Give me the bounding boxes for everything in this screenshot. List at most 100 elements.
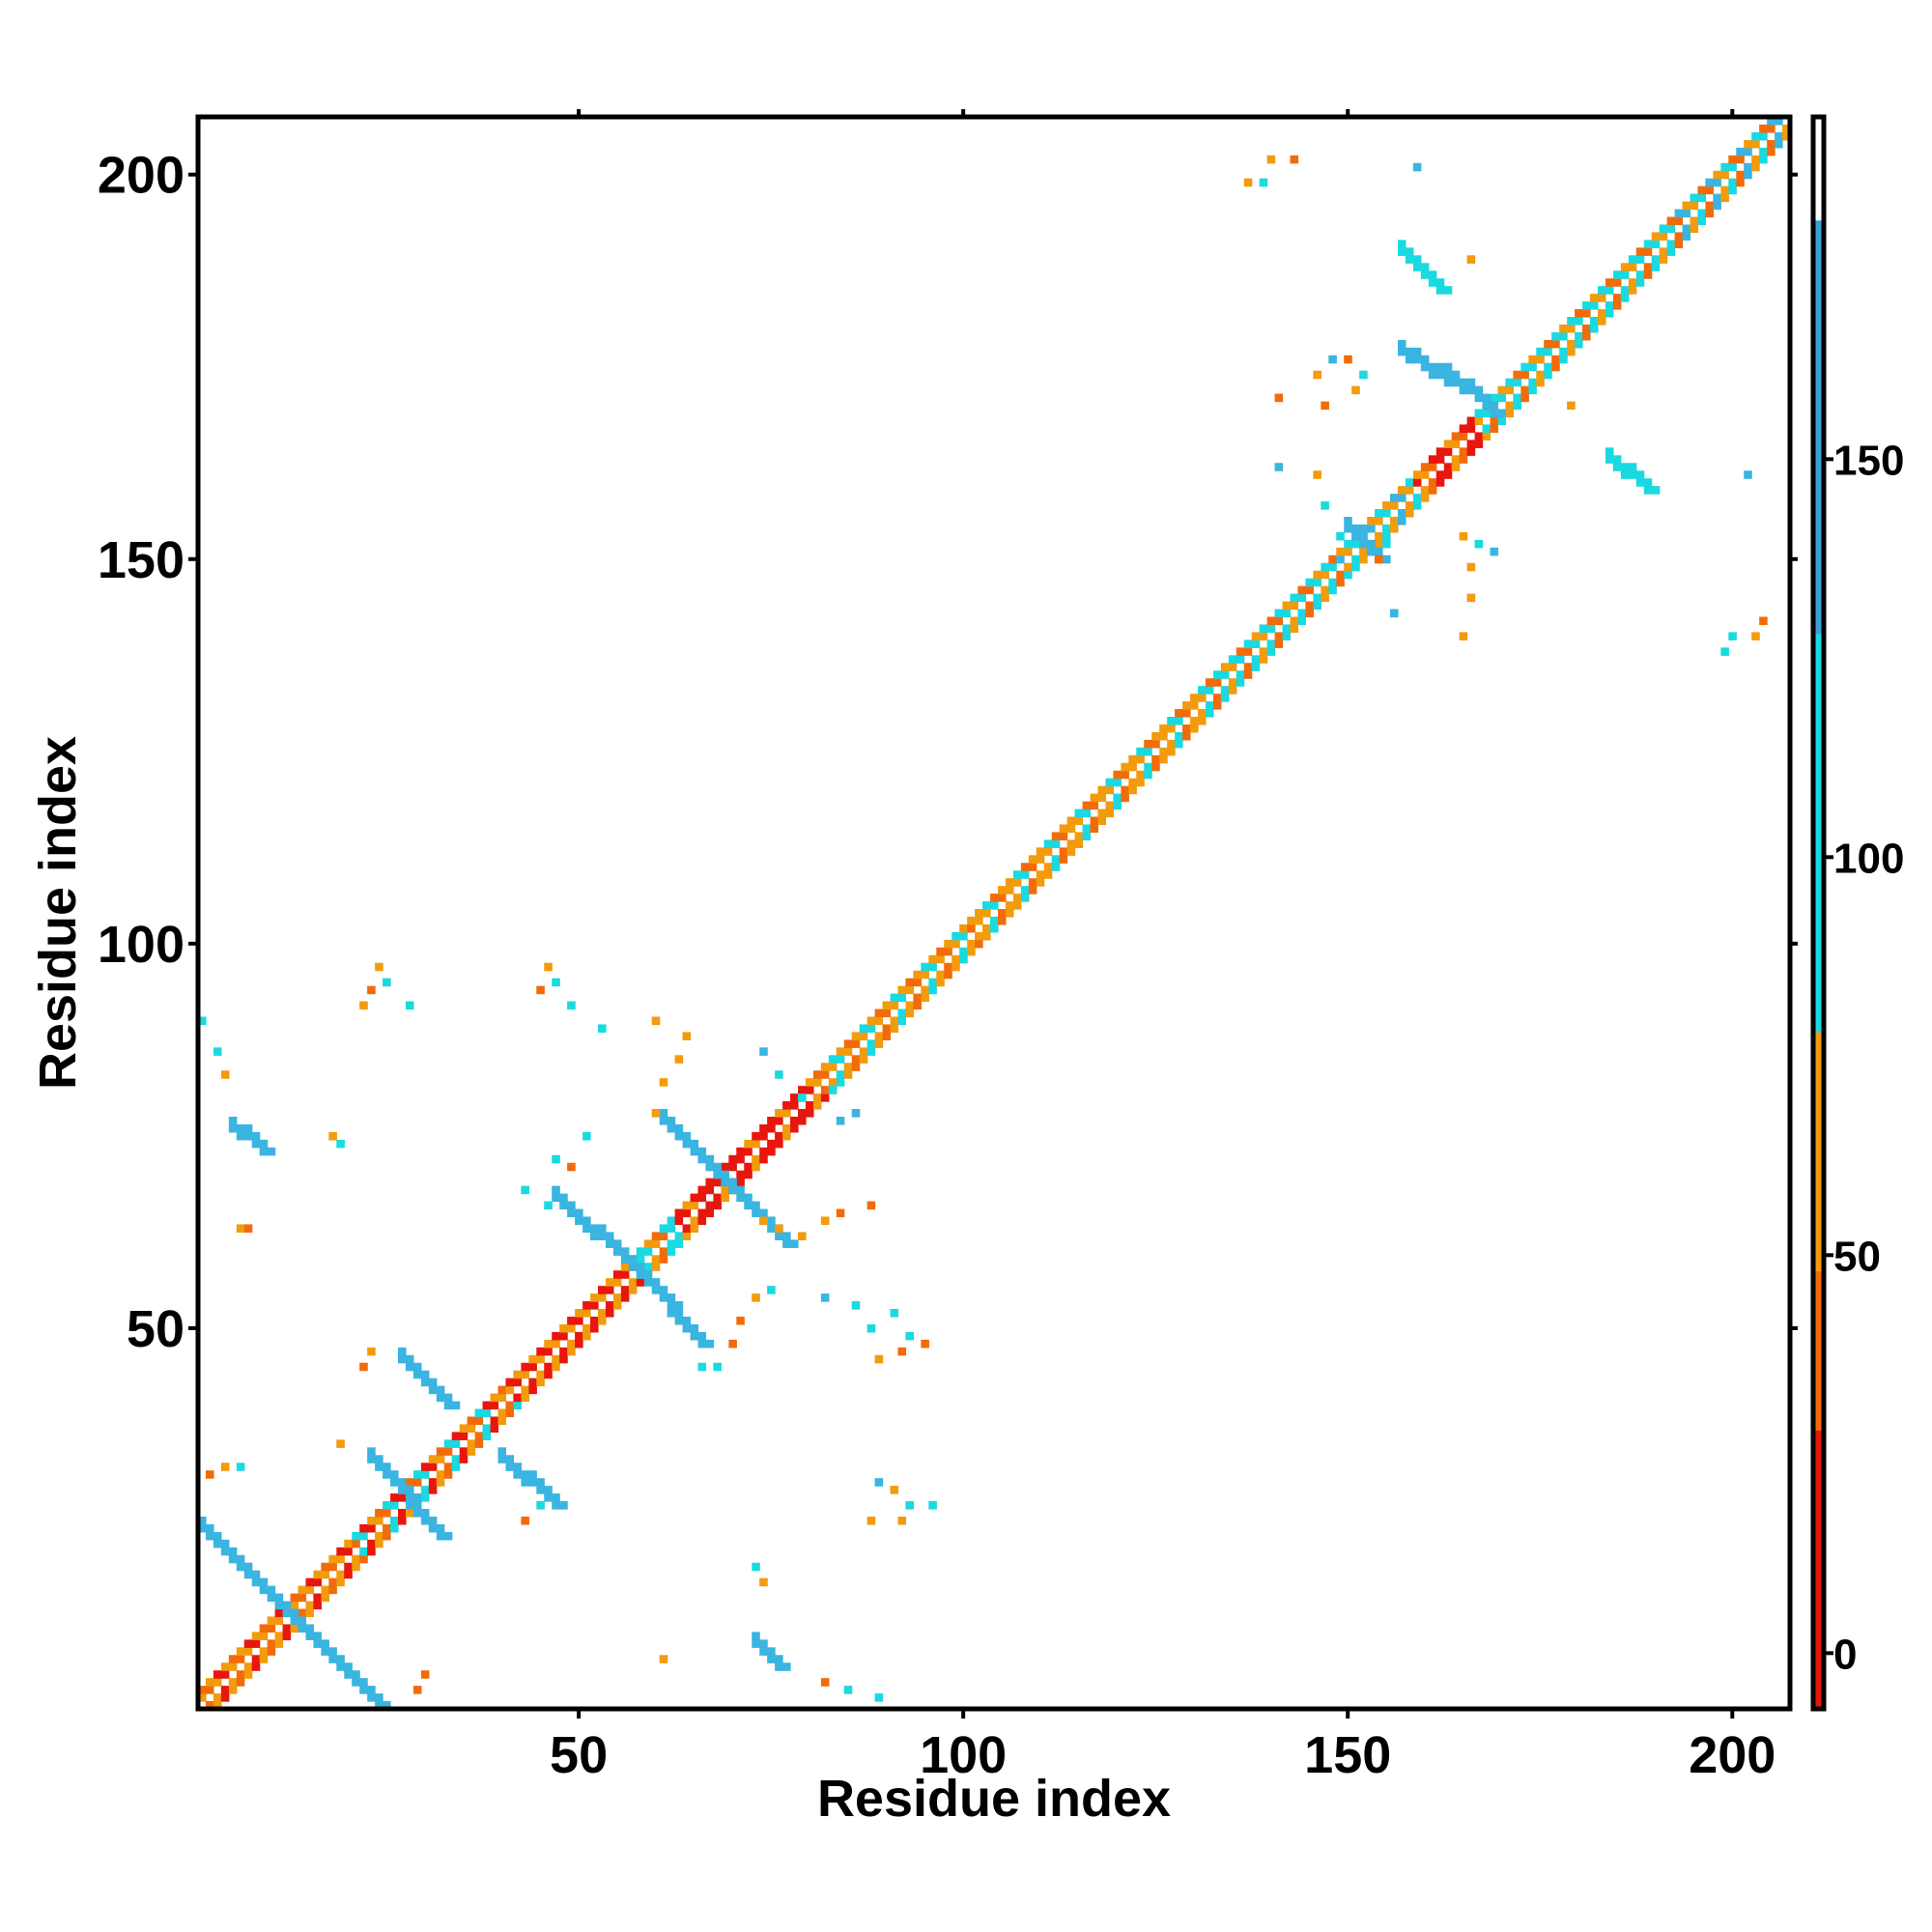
diagonal-cell <box>628 1286 638 1294</box>
diagonal-cell <box>490 1416 499 1426</box>
contact-strand-cell <box>682 1323 692 1333</box>
contact-strand-cell <box>198 1523 207 1533</box>
diagonal-cell <box>1682 209 1691 218</box>
diagonal-cell <box>1744 147 1752 156</box>
contact-strand-cell <box>713 1162 722 1172</box>
contact-strand-cell <box>667 1123 676 1133</box>
diagonal-cell <box>1590 294 1599 302</box>
diagonal-cell <box>544 1339 553 1349</box>
diagonal-cell <box>274 1608 284 1618</box>
diagonal-cell <box>1643 240 1653 248</box>
diagonal-cell <box>1528 355 1537 364</box>
diagonal-cell <box>1705 185 1714 195</box>
diagonal-cell <box>1397 486 1406 495</box>
contact-strand-cell <box>1443 378 1453 387</box>
diagonal-cell <box>1228 655 1237 664</box>
diagonal-cell <box>1074 839 1084 848</box>
diagonal-cell <box>313 1577 322 1587</box>
y-tick-label: 200 <box>98 147 185 205</box>
diagonal-cell <box>1397 494 1406 502</box>
contact-strand-cell <box>513 1463 522 1471</box>
contact-strand-cell <box>336 1662 345 1671</box>
contact-strand-cell <box>428 1385 438 1395</box>
diagonal-cell <box>336 1554 345 1564</box>
diagonal-cell <box>505 1385 515 1395</box>
diagonal-cell <box>313 1570 322 1579</box>
diagonal-cell <box>1020 886 1030 895</box>
contact-strand-cell <box>736 1185 745 1195</box>
diagonal-cell <box>420 1463 430 1471</box>
diagonal-cell <box>1536 378 1545 387</box>
diagonal-cell <box>1390 516 1399 526</box>
diagonal-cell <box>298 1593 307 1603</box>
diagonal-cell <box>1274 616 1284 626</box>
diagonal-cell <box>1051 832 1061 840</box>
diagonal-cell <box>1136 754 1145 764</box>
contact-strand-cell <box>705 1154 715 1164</box>
contact-strand-cell <box>228 1554 238 1564</box>
contact-strand-cell <box>1405 355 1414 364</box>
diagonal-cell <box>328 1577 337 1587</box>
diagonal-cell <box>752 1131 760 1141</box>
contact-strand-cell <box>705 1339 715 1349</box>
y-axis-title: Residue index <box>29 736 87 1090</box>
contact-strand-cell <box>251 1131 261 1141</box>
diagonal-cell <box>1266 616 1276 626</box>
contact-strand-cell <box>590 1232 599 1240</box>
diagonal-cell <box>390 1501 399 1510</box>
contact-strand-cell <box>1420 362 1430 372</box>
diagonal-cell <box>843 1070 853 1079</box>
contact-strand-cell <box>697 1339 707 1349</box>
contact-strand-cell <box>251 1577 261 1587</box>
contact-strand-cell <box>428 1378 438 1387</box>
diagonal-cell <box>1175 731 1183 741</box>
diagonal-cell <box>474 1439 484 1448</box>
contact-strand-cell <box>759 1208 768 1218</box>
contact-strand-cell <box>597 1224 607 1233</box>
diagonal-cell <box>859 1047 868 1056</box>
diagonal-cell <box>959 947 968 956</box>
diagonal-cell <box>1128 754 1137 764</box>
contact-strand-cell <box>367 1686 376 1694</box>
diagonal-cell <box>1390 494 1399 502</box>
diagonal-cell <box>797 1109 807 1118</box>
diagonal-cell <box>1351 539 1360 549</box>
diagonal-cell <box>1012 878 1022 887</box>
diagonal-cell <box>1567 347 1576 356</box>
contact-strand-cell <box>251 1570 261 1579</box>
diagonal-cell <box>882 1024 892 1033</box>
diagonal-cell <box>1305 585 1314 595</box>
diagonal-cell <box>990 923 999 933</box>
contact-strand-cell <box>521 1478 529 1487</box>
diagonal-cell <box>1466 447 1476 456</box>
contact-strand-cell <box>1651 486 1661 495</box>
diagonal-cell <box>913 1001 922 1010</box>
diagonal-cell <box>913 993 922 1003</box>
diagonal-cell <box>1736 178 1745 187</box>
diagonal-cell <box>775 1139 783 1149</box>
contact-strand-cell <box>651 1286 661 1294</box>
contact-strand-cell <box>721 1178 729 1187</box>
contact-strand-cell <box>412 1362 422 1372</box>
diagonal-cell <box>890 993 899 1003</box>
contact-strand-cell <box>344 1670 353 1679</box>
diagonal-cell <box>713 1178 722 1187</box>
contact-strand-cell <box>713 1170 722 1179</box>
diagonal-cell <box>1412 494 1422 502</box>
diagonal-cell <box>1559 324 1568 333</box>
contact-strand-cell <box>436 1523 445 1533</box>
diagonal-cell <box>1751 139 1760 149</box>
diagonal-cell <box>790 1101 799 1110</box>
contact-strand-cell <box>536 1486 545 1494</box>
diagonal-cell <box>1666 240 1676 248</box>
contact-strand-cell <box>367 1693 376 1702</box>
diagonal-cell <box>1466 416 1476 426</box>
contact-cell <box>567 1162 576 1172</box>
contact-cell <box>213 1047 222 1056</box>
diagonal-cell <box>797 1116 807 1125</box>
contact-cell <box>544 1201 553 1210</box>
diagonal-cell <box>1544 347 1552 356</box>
diagonal-cell <box>1012 870 1022 879</box>
contact-strand-cell <box>298 1616 307 1626</box>
contact-cell <box>336 1439 345 1448</box>
